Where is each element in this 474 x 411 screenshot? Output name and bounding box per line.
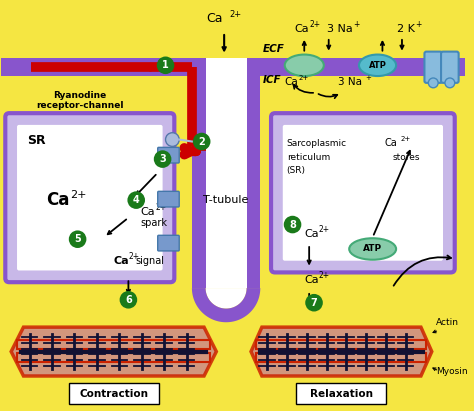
- FancyBboxPatch shape: [296, 383, 386, 404]
- FancyBboxPatch shape: [69, 383, 159, 404]
- Text: 2 K: 2 K: [397, 24, 415, 34]
- Text: Ca: Ca: [304, 275, 319, 285]
- Circle shape: [284, 216, 301, 233]
- Text: Ca: Ca: [114, 256, 129, 266]
- Bar: [260, 58, 465, 76]
- Circle shape: [157, 56, 174, 74]
- Polygon shape: [251, 327, 432, 376]
- Text: Ca: Ca: [140, 207, 155, 217]
- FancyBboxPatch shape: [158, 236, 179, 251]
- FancyBboxPatch shape: [424, 52, 442, 83]
- FancyBboxPatch shape: [441, 52, 459, 83]
- Text: 2+: 2+: [319, 271, 330, 280]
- Text: 2+: 2+: [70, 190, 86, 200]
- Circle shape: [69, 231, 86, 248]
- Text: 2+: 2+: [229, 10, 241, 19]
- Text: ATP: ATP: [363, 245, 382, 254]
- Text: SR: SR: [27, 134, 46, 148]
- Text: +: +: [365, 75, 371, 81]
- Circle shape: [428, 78, 438, 88]
- Text: +: +: [416, 20, 422, 29]
- Text: Ca: Ca: [285, 77, 299, 87]
- FancyBboxPatch shape: [283, 125, 443, 261]
- Text: ECF: ECF: [263, 44, 285, 53]
- Text: Sarcoplasmic: Sarcoplasmic: [287, 139, 347, 148]
- Text: Actin: Actin: [436, 318, 459, 327]
- Text: signal: signal: [135, 256, 164, 266]
- Text: spark: spark: [140, 217, 167, 228]
- Circle shape: [128, 192, 145, 209]
- Text: 7: 7: [310, 298, 318, 308]
- Text: Ca: Ca: [46, 191, 70, 209]
- Text: Myosin: Myosin: [436, 367, 468, 376]
- Text: Ca: Ca: [384, 139, 397, 148]
- Text: 1: 1: [162, 60, 169, 70]
- Text: (SR): (SR): [287, 166, 306, 175]
- Text: T-tubule: T-tubule: [203, 195, 249, 205]
- Text: ATP: ATP: [369, 61, 386, 70]
- Circle shape: [119, 291, 137, 309]
- Polygon shape: [206, 288, 246, 309]
- Text: reticulum: reticulum: [287, 153, 330, 162]
- Text: 2+: 2+: [400, 136, 410, 141]
- Bar: [206, 58, 246, 288]
- Text: 5: 5: [74, 234, 81, 244]
- Bar: [256, 353, 426, 363]
- Circle shape: [193, 133, 210, 150]
- Polygon shape: [11, 327, 216, 376]
- Text: Ca: Ca: [206, 12, 223, 25]
- FancyBboxPatch shape: [5, 113, 174, 282]
- Ellipse shape: [359, 55, 396, 76]
- Text: 2+: 2+: [156, 203, 167, 212]
- Polygon shape: [192, 288, 260, 322]
- FancyBboxPatch shape: [17, 125, 163, 270]
- Text: Ryanodine
receptor-channel: Ryanodine receptor-channel: [36, 91, 123, 110]
- Ellipse shape: [349, 238, 396, 260]
- Text: +: +: [353, 20, 359, 29]
- Text: 6: 6: [125, 295, 132, 305]
- Text: 2+: 2+: [309, 20, 320, 29]
- Ellipse shape: [285, 55, 324, 76]
- Circle shape: [165, 133, 179, 146]
- Text: Ca: Ca: [304, 229, 319, 239]
- Bar: [246, 58, 260, 288]
- Text: ICF: ICF: [263, 75, 282, 85]
- Text: 4: 4: [133, 195, 140, 205]
- Text: Ca: Ca: [294, 24, 309, 34]
- FancyBboxPatch shape: [271, 113, 455, 272]
- Text: 2+: 2+: [128, 252, 139, 261]
- Bar: [18, 353, 210, 363]
- Text: stores: stores: [392, 153, 419, 162]
- Text: 2: 2: [198, 136, 205, 146]
- Bar: [192, 58, 206, 288]
- Text: 3 Na: 3 Na: [338, 77, 363, 87]
- Text: 3 Na: 3 Na: [327, 24, 353, 34]
- Text: 8: 8: [289, 219, 296, 230]
- Circle shape: [154, 150, 172, 168]
- Text: 2+: 2+: [299, 75, 309, 81]
- Text: Contraction: Contraction: [79, 388, 148, 399]
- Bar: [1, 58, 192, 76]
- Circle shape: [445, 78, 455, 88]
- Text: 3: 3: [159, 154, 166, 164]
- Bar: [18, 339, 210, 349]
- Circle shape: [305, 294, 323, 312]
- Text: Relaxation: Relaxation: [310, 388, 373, 399]
- Bar: [256, 339, 426, 349]
- FancyBboxPatch shape: [158, 192, 179, 207]
- Text: 2+: 2+: [319, 225, 330, 234]
- FancyBboxPatch shape: [158, 148, 179, 163]
